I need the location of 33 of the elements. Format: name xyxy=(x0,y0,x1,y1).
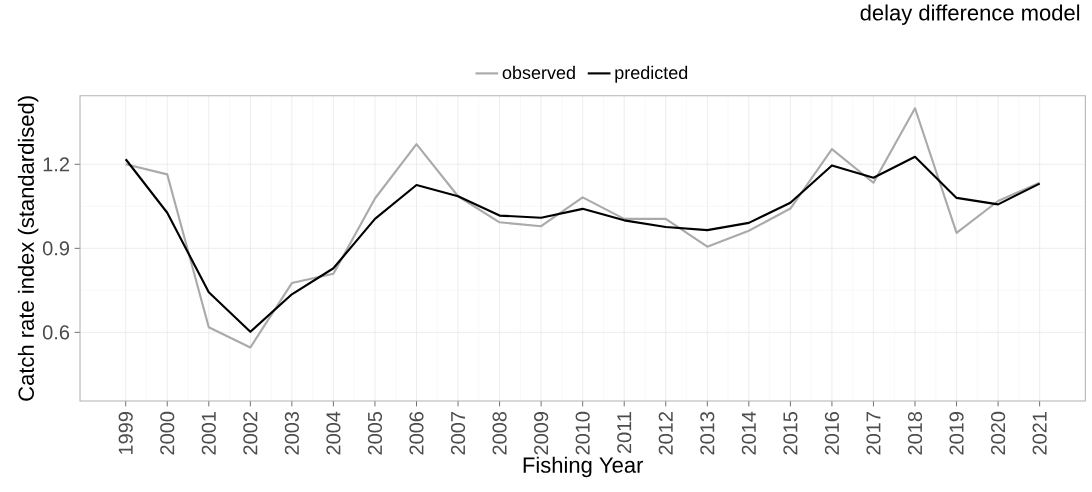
x-tick-label: 2014 xyxy=(741,411,756,455)
x-tick-label: 2017 xyxy=(866,412,881,455)
y-tick-label: 0.9 xyxy=(42,241,70,256)
line-series xyxy=(124,155,1041,334)
x-tick-label: 2001 xyxy=(201,412,216,455)
x-tick-label: 2007 xyxy=(450,412,466,455)
x-tick-label: 2016 xyxy=(824,412,839,455)
y-axis-title: Catch rate index (standardised) xyxy=(17,96,39,401)
x-tick-label: 2012 xyxy=(658,412,673,455)
y-tick-label: 0.6 xyxy=(42,325,70,340)
chart-title: delay difference model xyxy=(860,4,1080,26)
x-tick-label: 2002 xyxy=(243,412,258,455)
line-series xyxy=(124,107,1041,349)
x-tick-label: 2009 xyxy=(534,412,549,455)
y-tick-label: 1.2 xyxy=(43,157,69,172)
x-tick-label: 2011 xyxy=(617,412,632,454)
x-tick-label: 2005 xyxy=(367,412,383,455)
x-tick-label: 2021 xyxy=(1032,412,1047,455)
x-tick-label: 2000 xyxy=(160,412,175,455)
x-tick-label: 2015 xyxy=(783,412,798,455)
legend-label: observed xyxy=(502,66,575,80)
x-tick-label: 2018 xyxy=(907,412,923,455)
x-tick-label: 2020 xyxy=(991,412,1006,455)
x-tick-label: 2004 xyxy=(326,411,341,455)
x-axis-title: Fishing Year xyxy=(523,456,644,478)
legend-label: predicted xyxy=(615,66,688,83)
x-tick-label: 2003 xyxy=(284,412,299,455)
x-tick-label: 2019 xyxy=(949,412,964,455)
x-tick-label: 1999 xyxy=(118,412,133,455)
x-tick-label: 2010 xyxy=(575,412,590,455)
x-tick-label: 2013 xyxy=(700,412,715,455)
x-tick-label: 2006 xyxy=(409,412,424,455)
x-tick-label: 2008 xyxy=(492,412,507,455)
